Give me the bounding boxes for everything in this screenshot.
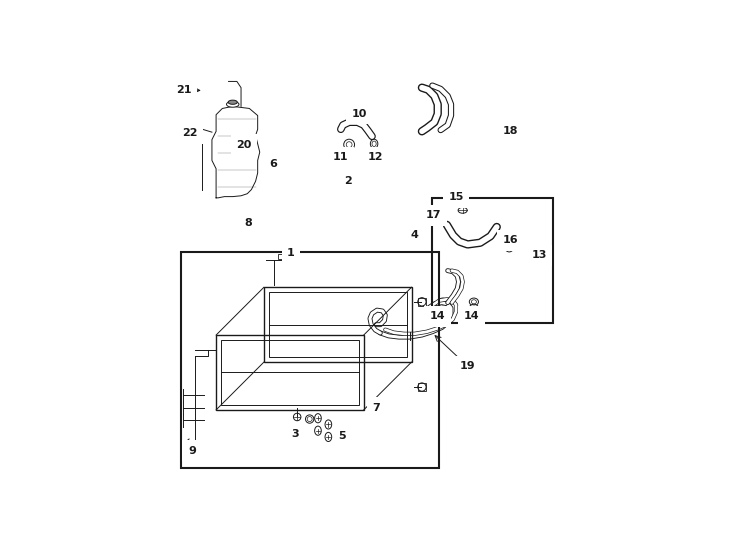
Ellipse shape [315, 426, 321, 435]
Ellipse shape [471, 300, 476, 304]
Ellipse shape [305, 415, 314, 423]
Text: 14: 14 [430, 312, 446, 321]
Ellipse shape [325, 420, 332, 429]
Ellipse shape [307, 416, 312, 422]
Text: 17: 17 [426, 210, 441, 220]
Ellipse shape [438, 298, 447, 306]
Text: 21: 21 [176, 85, 192, 94]
Text: 16: 16 [502, 235, 518, 245]
Ellipse shape [440, 306, 446, 310]
Text: 5: 5 [338, 431, 346, 441]
Text: 4: 4 [410, 230, 418, 240]
Polygon shape [212, 106, 260, 198]
Ellipse shape [371, 139, 378, 148]
Text: 12: 12 [368, 152, 383, 162]
Bar [418, 383, 426, 391]
Ellipse shape [438, 305, 447, 312]
Ellipse shape [228, 100, 237, 104]
Text: 14: 14 [464, 312, 479, 321]
Ellipse shape [440, 300, 446, 304]
Text: 20: 20 [236, 140, 252, 150]
Ellipse shape [372, 141, 376, 146]
Bar [181, 252, 438, 468]
Text: 22: 22 [182, 129, 197, 138]
Ellipse shape [227, 102, 239, 107]
Ellipse shape [471, 306, 476, 310]
Text: 8: 8 [244, 218, 252, 228]
Ellipse shape [458, 207, 468, 213]
Text: 1: 1 [287, 248, 295, 258]
Text: 2: 2 [344, 176, 352, 186]
Ellipse shape [469, 305, 479, 312]
Text: 7: 7 [372, 403, 380, 413]
Text: 9: 9 [188, 446, 196, 456]
Text: 10: 10 [352, 109, 367, 119]
Text: 11: 11 [333, 152, 349, 162]
Bar [418, 298, 426, 306]
Ellipse shape [469, 298, 479, 306]
Ellipse shape [294, 413, 301, 421]
Ellipse shape [315, 414, 321, 423]
Text: 19: 19 [459, 361, 476, 372]
Ellipse shape [325, 433, 332, 442]
Bar [432, 198, 553, 322]
Text: 18: 18 [502, 126, 517, 136]
Bar [278, 254, 285, 259]
Text: 13: 13 [531, 250, 547, 260]
Text: 6: 6 [269, 159, 277, 169]
Text: 3: 3 [291, 429, 299, 439]
Text: 15: 15 [448, 192, 464, 202]
